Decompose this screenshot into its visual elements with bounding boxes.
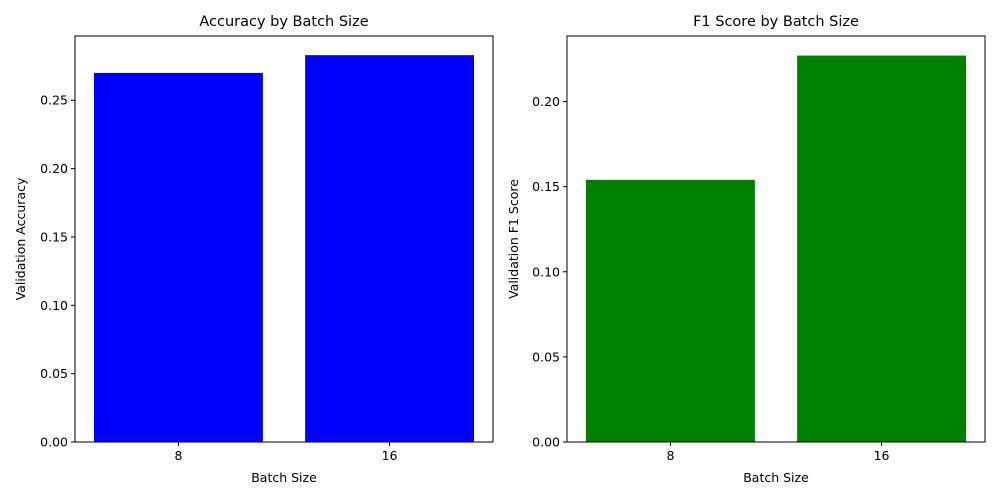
bar-8 (586, 179, 755, 442)
accuracy-chart: Accuracy by Batch Size 8 16 0.00 0.05 0.10 0.… (13, 14, 494, 485)
y-tick-label: 0.20 (40, 161, 68, 176)
x-axis-label: Batch Size (251, 470, 317, 485)
y-axis-label: Validation F1 Score (506, 179, 521, 299)
y-tick-label: 0.05 (40, 366, 68, 381)
x-tick-label: 16 (874, 448, 890, 463)
y-tick-label: 0.00 (40, 435, 68, 450)
x-tick-label: 16 (382, 448, 398, 463)
x-tick-label: 8 (666, 448, 674, 463)
y-tick-label: 0.15 (40, 229, 68, 244)
chart-title: F1 Score by Batch Size (693, 14, 859, 30)
plot-area: 8 16 0.00 0.05 0.10 0.15 0.20 (532, 55, 966, 463)
y-tick-label: 0.20 (532, 94, 560, 109)
y-tick-label: 0.05 (532, 349, 560, 364)
bar-16 (797, 55, 966, 442)
axes-frame (74, 35, 494, 443)
f1-chart: F1 Score by Batch Size 8 16 0.00 0.05 0.10 0.… (506, 14, 986, 485)
x-axis-label: Batch Size (743, 470, 809, 485)
chart-title: Accuracy by Batch Size (199, 14, 368, 30)
y-tick-label: 0.10 (40, 298, 68, 313)
bar-8 (94, 72, 263, 442)
y-tick-label: 0.25 (40, 93, 68, 108)
x-tick-label: 8 (174, 448, 182, 463)
bar-16 (305, 55, 474, 442)
y-tick-label: 0.00 (532, 435, 560, 450)
y-axis-label: Validation Accuracy (13, 177, 28, 300)
y-tick-label: 0.10 (532, 264, 560, 279)
y-tick-label: 0.15 (532, 179, 560, 194)
axes-frame (566, 35, 986, 443)
plot-area: 8 16 0.00 0.05 0.10 0.15 0.20 0.25 (40, 55, 474, 463)
